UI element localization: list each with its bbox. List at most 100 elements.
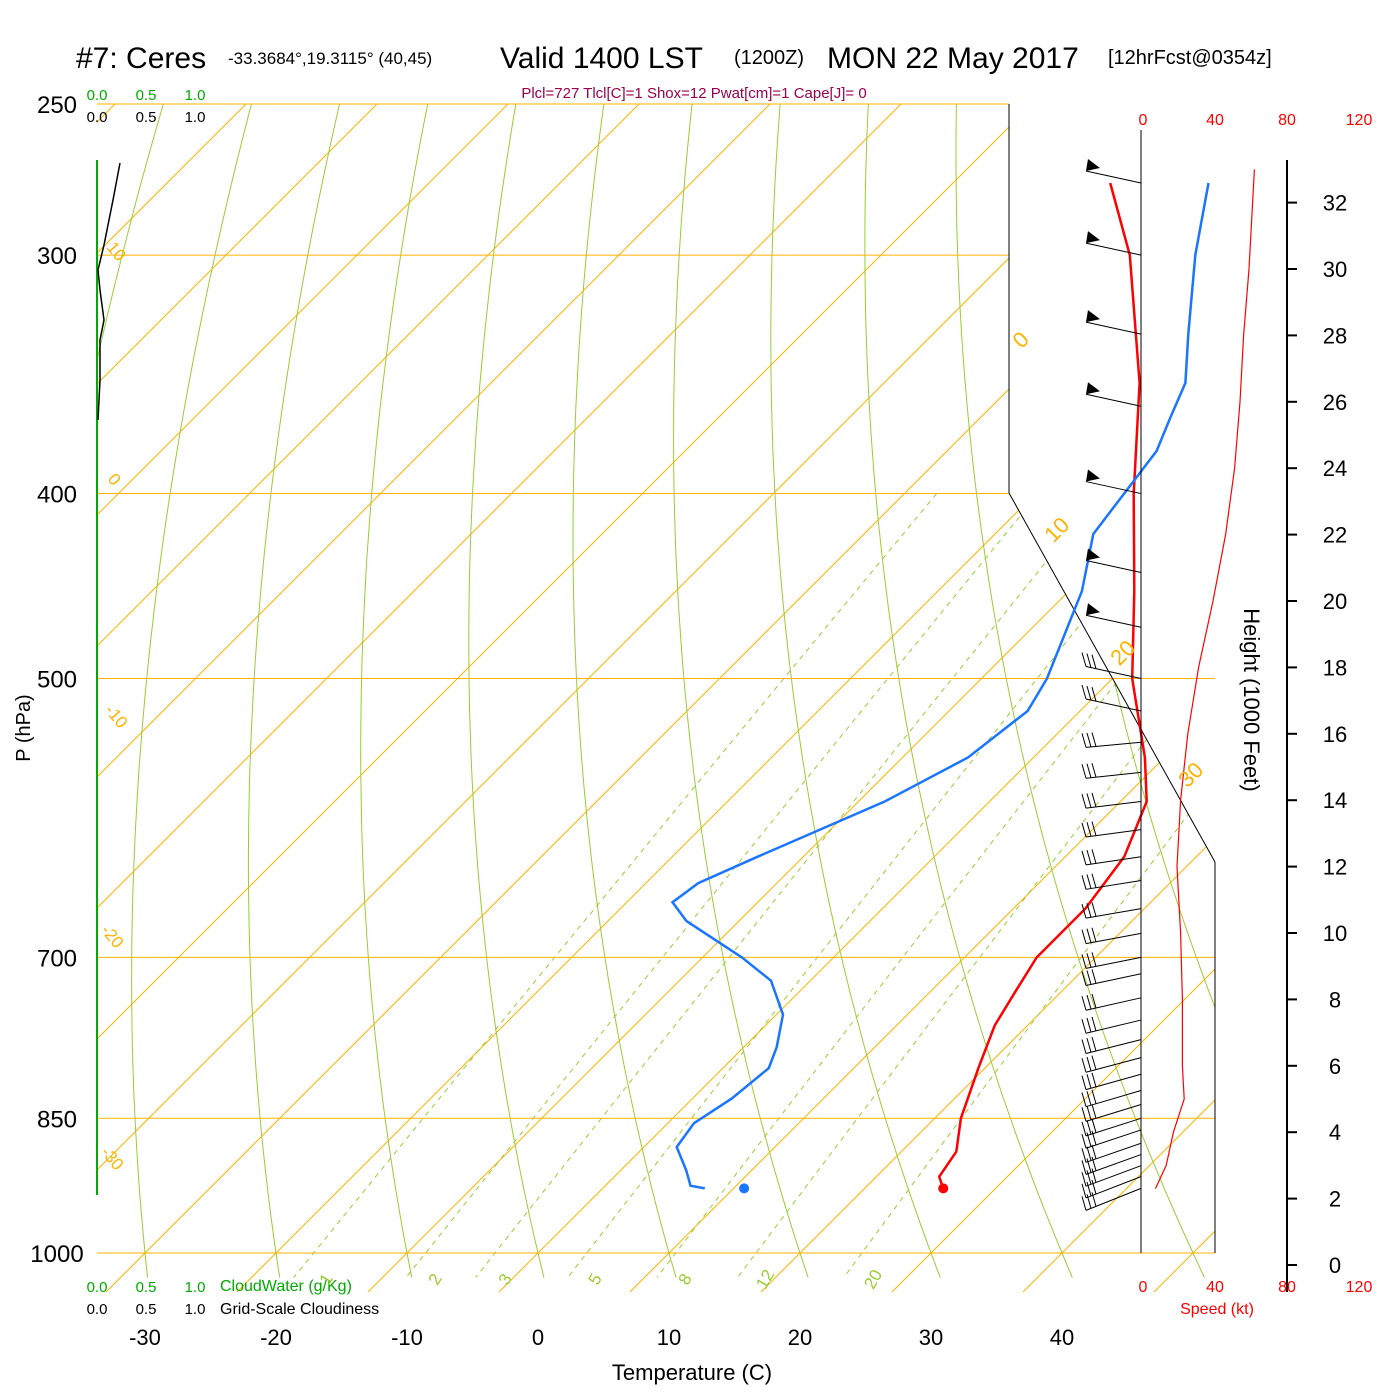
- wind-barb-feather: [1081, 904, 1087, 919]
- wind-barb-feather: [1081, 793, 1087, 809]
- cloudiness-scale-top-tick: 0.0: [87, 109, 108, 126]
- temperature-tick-label: 20: [788, 1325, 812, 1350]
- height-tick-label: 24: [1323, 456, 1347, 481]
- wind-barb-feather: [1091, 849, 1097, 864]
- height-tick-label: 26: [1323, 390, 1347, 415]
- temperature-tick-label: 10: [657, 1325, 681, 1350]
- height-tick-label: 2: [1329, 1187, 1341, 1212]
- mixing-ratio-line: [656, 493, 1215, 1278]
- wind-barb: [1085, 1104, 1142, 1122]
- wind-barb: [1085, 242, 1142, 256]
- forecast-info: [12hrFcst@0354z]: [1108, 47, 1272, 69]
- wind-barb-feather: [1081, 1075, 1087, 1090]
- wind-barb: [1085, 1073, 1142, 1091]
- wind-barb-feather: [1091, 1055, 1097, 1070]
- stability-indices: Plcl=727 Tlcl[C]=1 Shox=12 Pwat[cm]=1 Ca…: [521, 85, 866, 102]
- isotherm-line: [367, 104, 1215, 1292]
- wind-barb: [1085, 856, 1142, 866]
- wind-barb-feather: [1081, 1160, 1087, 1175]
- wind-barb: [1085, 560, 1142, 574]
- wind-barb-feather: [1091, 1118, 1097, 1133]
- frame-diagonal: [1008, 492, 1216, 863]
- height-tick-label: 10: [1323, 921, 1347, 946]
- wind-speed-profile: [1154, 169, 1255, 1189]
- wind-barb-feather: [1086, 1181, 1092, 1197]
- isotherm-line: [97, 104, 1164, 1292]
- cloudiness-scale-top-tick: 1.0: [185, 109, 206, 126]
- wind-barb-feather: [1086, 1074, 1092, 1089]
- wind-barb-feather: [1086, 1120, 1092, 1135]
- wind-barb-feather: [1086, 1194, 1092, 1209]
- wind-barb-feather: [1081, 733, 1087, 748]
- wind-barb-feather: [1091, 821, 1097, 836]
- cloudwater-scale-top-tick: 0.5: [136, 87, 157, 104]
- wind-barb-pennant: [1086, 603, 1100, 616]
- speed-tick-bottom: 80: [1278, 1279, 1296, 1296]
- wind-barb: [1085, 932, 1142, 945]
- wind-barb: [1085, 1142, 1142, 1163]
- wind-barb-feather: [1081, 1019, 1087, 1034]
- wind-barb-feather: [1086, 849, 1092, 865]
- wind-barb: [1085, 1117, 1142, 1137]
- wind-barb-feather: [1091, 732, 1097, 747]
- wind-barb-feather: [1081, 875, 1087, 890]
- isotherm-line: [105, 104, 1215, 1292]
- wind-barb-feather: [1081, 1058, 1087, 1073]
- wind-barb-feather: [1091, 763, 1097, 778]
- cloudwater-scale-top-tick: 0.0: [87, 87, 108, 104]
- wind-barb-feather: [1081, 996, 1087, 1011]
- wind-barb: [1085, 801, 1142, 809]
- wind-barb-feather: [1081, 1148, 1087, 1163]
- wind-barb-feather: [1086, 793, 1092, 808]
- wind-barb-feather: [1086, 685, 1092, 701]
- cloudiness-scale-top-tick: 0.5: [136, 109, 157, 126]
- mixing-ratio-line: [293, 493, 938, 1278]
- mixing-ratio-label: 8: [675, 1270, 696, 1288]
- isotherm-label: 0: [1008, 327, 1034, 353]
- wind-barb: [1085, 614, 1142, 628]
- height-tick-label: 4: [1329, 1120, 1341, 1145]
- wind-barb: [1085, 908, 1142, 919]
- wind-barb-feather: [1091, 1104, 1097, 1119]
- wind-barb-feather: [1091, 873, 1097, 888]
- cloudiness-label: Grid-Scale Cloudiness: [220, 1301, 379, 1318]
- pressure-tick-label: 250: [37, 92, 77, 119]
- wind-barb-pennant: [1086, 469, 1100, 482]
- wind-barb-feather: [1091, 993, 1097, 1009]
- mixing-ratio-lines: [293, 493, 1215, 1278]
- wind-barb-feather: [1091, 687, 1097, 702]
- surface-temperature-point: [938, 1183, 949, 1194]
- wind-barb: [1085, 1057, 1142, 1073]
- wind-barb: [1085, 393, 1142, 407]
- temperature-tick-label: 40: [1050, 1325, 1074, 1350]
- wind-barb: [1085, 741, 1142, 748]
- wind-panel: [1081, 130, 1288, 1292]
- wind-barb: [1085, 1176, 1142, 1199]
- isotherm-line: [97, 104, 771, 1292]
- pressure-tick-label: 400: [37, 482, 77, 509]
- wind-barb-feather: [1086, 970, 1092, 985]
- wind-barb-feather: [1091, 952, 1097, 967]
- wind-barb-feather: [1081, 1092, 1087, 1107]
- wind-barb: [1085, 666, 1142, 679]
- height-tick-label: 18: [1323, 655, 1347, 680]
- cloudwater-scale-bottom-tick: 0.0: [87, 1279, 108, 1296]
- isotherm-line: [1153, 104, 1215, 1292]
- height-tick-label: 30: [1323, 257, 1347, 282]
- wind-barb-pennant: [1086, 231, 1100, 244]
- valid-time: Valid 1400 LST: [500, 42, 703, 75]
- wind-barb-pennant: [1086, 158, 1100, 171]
- isotherm-label: 30: [1173, 757, 1208, 792]
- wind-barb-feather: [1091, 969, 1097, 984]
- speed-axis-label: Speed (kt): [1180, 1301, 1254, 1318]
- dry-adiabat-line: [673, 104, 809, 1278]
- wind-barb-feather: [1081, 1107, 1087, 1122]
- wind-barb: [1085, 997, 1142, 1011]
- speed-tick-bottom: 40: [1206, 1279, 1224, 1296]
- wind-barb: [1085, 1165, 1142, 1187]
- cloudwater-scale-top-tick: 1.0: [185, 87, 206, 104]
- wind-barb-feather: [1086, 953, 1092, 968]
- mixing-ratio-label: 20: [860, 1266, 886, 1292]
- wind-barb-feather: [1091, 902, 1097, 917]
